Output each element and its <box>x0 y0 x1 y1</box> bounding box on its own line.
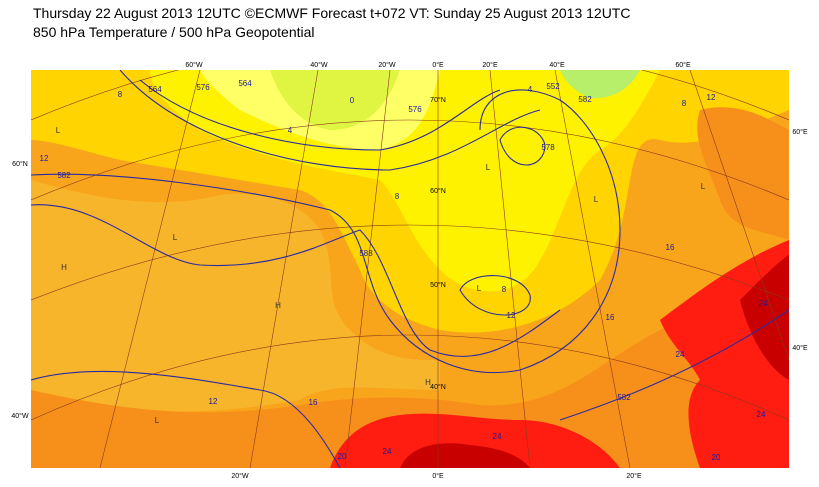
contour-label: 582 <box>617 393 631 402</box>
top-graticule-label: 0°E <box>432 61 444 69</box>
pressure-centre: H <box>275 301 281 310</box>
bottom-graticule-label: 0°E <box>432 472 444 480</box>
latitude-label: 60°N <box>430 187 446 195</box>
pressure-centre: L <box>477 284 482 293</box>
top-graticule-label: 20°E <box>482 61 498 69</box>
pressure-centre: H <box>61 263 67 272</box>
geopotential-contours <box>31 70 789 468</box>
contour-label: 12 <box>209 397 218 406</box>
contour-label: 582 <box>578 95 592 104</box>
top-graticule-label: 40°W <box>310 61 328 69</box>
contour-label: 12 <box>707 93 716 102</box>
contour-label: 4 <box>288 126 293 135</box>
left-graticule-label: 40°W <box>11 412 29 420</box>
contour-label: 24 <box>493 432 502 441</box>
pressure-centre: H <box>425 378 431 387</box>
contour-label: 24 <box>676 350 685 359</box>
contour-label: 588 <box>359 249 373 258</box>
bottom-graticule-label: 20°E <box>626 472 642 480</box>
temperature-field <box>31 70 789 468</box>
bottom-graticule-label: 20°W <box>231 472 249 480</box>
contour-label: 16 <box>606 313 615 322</box>
contour-label: 16 <box>309 398 318 407</box>
pressure-centre: L <box>155 416 160 425</box>
contour-label: 16 <box>666 243 675 252</box>
right-graticule-label: 40°E <box>792 344 808 352</box>
latitude-label: 70°N <box>430 96 446 104</box>
contour-label: 564 <box>238 79 252 88</box>
pressure-centre: L <box>486 163 491 172</box>
contour-label: 20 <box>338 452 347 461</box>
latitude-label: 40°N <box>430 383 446 391</box>
contour-label: 8 <box>395 192 400 201</box>
pressure-centre: L <box>701 182 706 191</box>
title: Thursday 22 August 2013 12UTC ©ECMWF For… <box>33 5 631 21</box>
top-graticule-label: 40°E <box>549 61 565 69</box>
contour-label: 0 <box>350 96 355 105</box>
top-graticule-label: 20°W <box>378 61 396 69</box>
contour-label: 576 <box>408 105 422 114</box>
contour-label: 564 <box>148 85 162 94</box>
pressure-centre: L <box>56 126 61 135</box>
right-graticule-label: 60°E <box>792 128 808 136</box>
contour-label: 24 <box>383 447 392 456</box>
contour-label: 24 <box>759 299 768 308</box>
contour-label: 4 <box>528 85 533 94</box>
pressure-centre: L <box>173 233 178 242</box>
contour-label: 582 <box>57 171 71 180</box>
contour-label: 12 <box>507 311 516 320</box>
contour-label: 12 <box>40 154 49 163</box>
latitude-label: 50°N <box>430 281 446 289</box>
contour-label: 8 <box>118 90 123 99</box>
contour-label: 8 <box>682 99 687 108</box>
subtitle: 850 hPa Temperature / 500 hPa Geopotenti… <box>33 24 315 40</box>
left-graticule-label: 60°N <box>12 160 28 168</box>
contour-label: 552 <box>546 82 560 91</box>
contour-label: 578 <box>541 143 555 152</box>
top-graticule-label: 60°E <box>675 61 691 69</box>
contour-label: 576 <box>196 83 210 92</box>
contour-label: 8 <box>502 285 507 294</box>
pressure-centre: L <box>594 195 599 204</box>
contour-label: 20 <box>712 453 721 462</box>
contour-label: 24 <box>757 410 766 419</box>
top-graticule-label: 60°W <box>185 61 203 69</box>
